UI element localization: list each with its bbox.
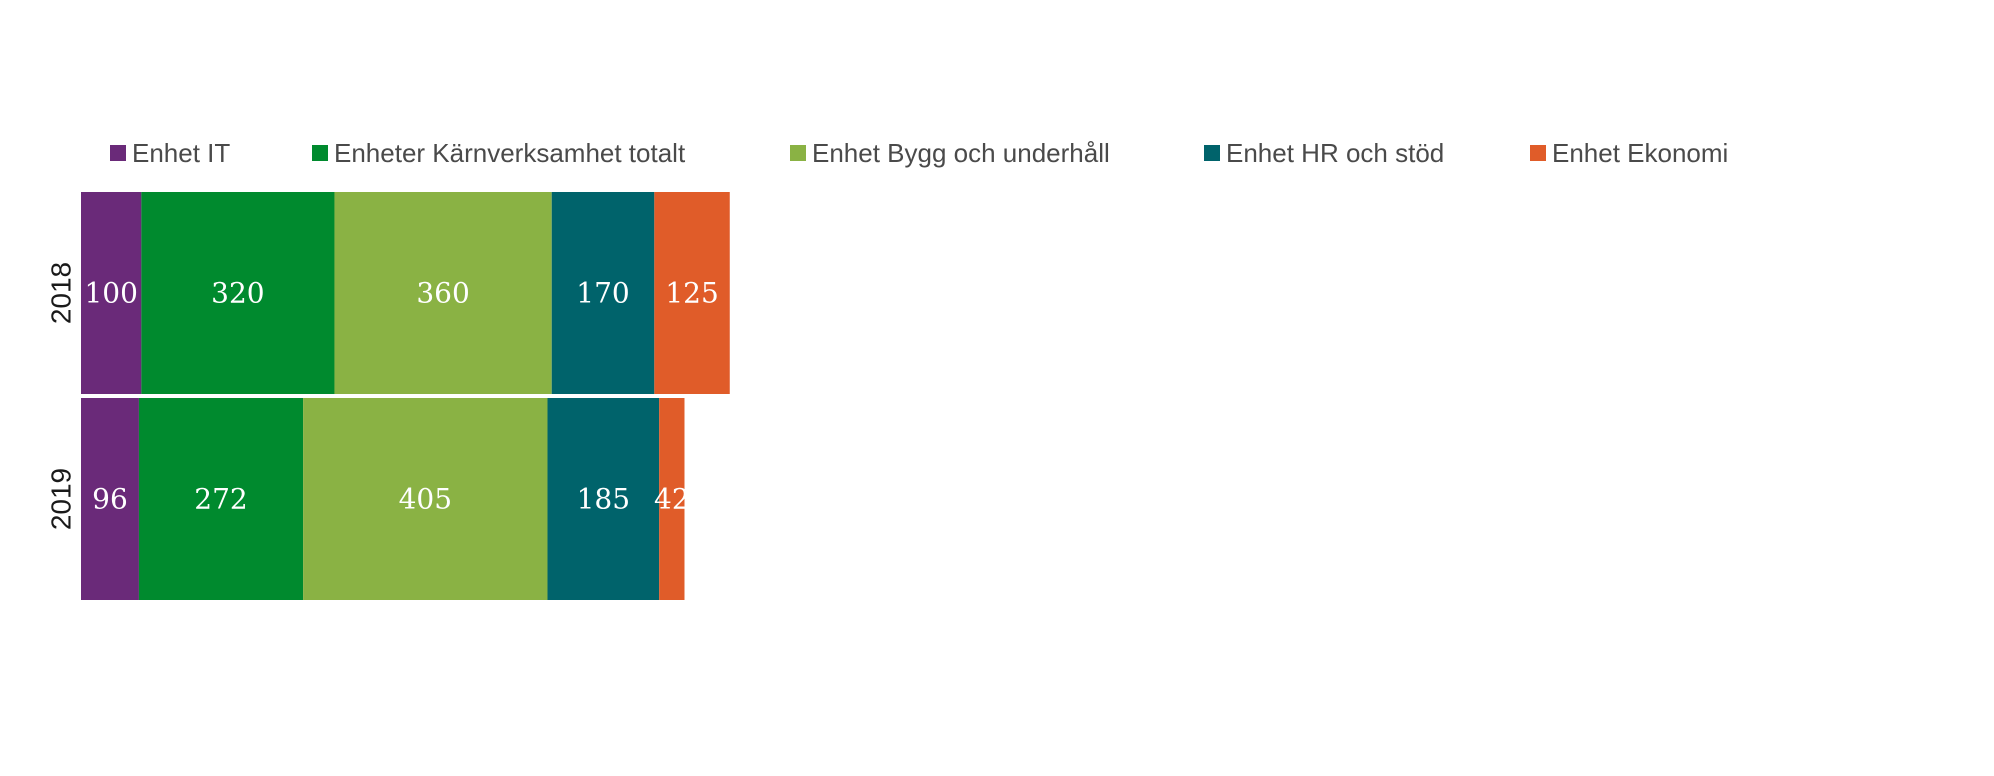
data-label: 125 [665,277,718,310]
bar-segment-enhet-bygg-och-underhall-2019: 405 [303,398,548,600]
bar [654,192,730,394]
category-label-2019: 2019 [46,468,77,530]
data-label: 320 [211,277,264,310]
data-label: 185 [577,483,630,516]
legend-swatch [312,145,328,161]
legend-label: Enhet Bygg och underhåll [812,138,1110,168]
bar-segment-enhet-ekonomi-2019: 42 [654,398,690,600]
bar [551,192,655,394]
bar-row-2019: 96 272 405 185 42 [81,398,690,600]
bar-row-2018: 100 320 360 170 125 [81,192,730,394]
bar-segment-enhet-ekonomi-2018: 125 [654,192,730,394]
legend-swatch [1204,145,1220,161]
legend-item-enhet-it: Enhet IT [110,138,230,168]
bar [659,398,685,600]
legend-label: Enheter Kärnverksamhet totalt [334,138,686,168]
bar-segment-enhet-bygg-och-underhall-2018: 360 [334,192,552,394]
bar [81,398,139,600]
legend-label: Enhet Ekonomi [1552,138,1728,168]
legend-swatch [1530,145,1546,161]
bar [81,192,142,394]
bar [334,192,552,394]
legend-swatch [790,145,806,161]
bar-segment-enheter-karnverksamhet-totalt-2018: 320 [141,192,335,394]
bar [141,192,335,394]
bar-segment-enhet-it-2019: 96 [81,398,139,600]
legend-item-enheter-karnverksamhet-totalt: Enheter Kärnverksamhet totalt [312,138,686,168]
bar-segment-enhet-it-2018: 100 [81,192,142,394]
bar [138,398,304,600]
legend: Enhet IT Enheter Kärnverksamhet totalt Enh… [110,138,1728,168]
category-label-2018: 2018 [46,262,77,324]
plot-area: 100 320 360 170 125 96 272 405 185 42 [81,192,1732,600]
legend-item-enhet-hr-och-stod: Enhet HR och stöd [1204,138,1444,168]
legend-label: Enhet HR och stöd [1226,138,1444,168]
bar-segment-enhet-hr-och-stod-2019: 185 [547,398,660,600]
category-axis: 2018 2019 [46,262,77,530]
bar [303,398,548,600]
data-label: 360 [416,277,469,310]
data-label: 96 [92,483,128,516]
bar-segment-enheter-karnverksamhet-totalt-2019: 272 [138,398,304,600]
legend-swatch [110,145,126,161]
legend-item-enhet-ekonomi: Enhet Ekonomi [1530,138,1728,168]
data-label: 100 [84,277,137,310]
data-label: 272 [194,483,247,516]
data-label: 405 [399,483,452,516]
bar [547,398,660,600]
data-label: 42 [654,483,690,516]
legend-label: Enhet IT [132,138,230,168]
legend-item-enhet-bygg-och-underhall: Enhet Bygg och underhåll [790,138,1110,168]
bar-segment-enhet-hr-och-stod-2018: 170 [551,192,655,394]
data-label: 170 [576,277,629,310]
